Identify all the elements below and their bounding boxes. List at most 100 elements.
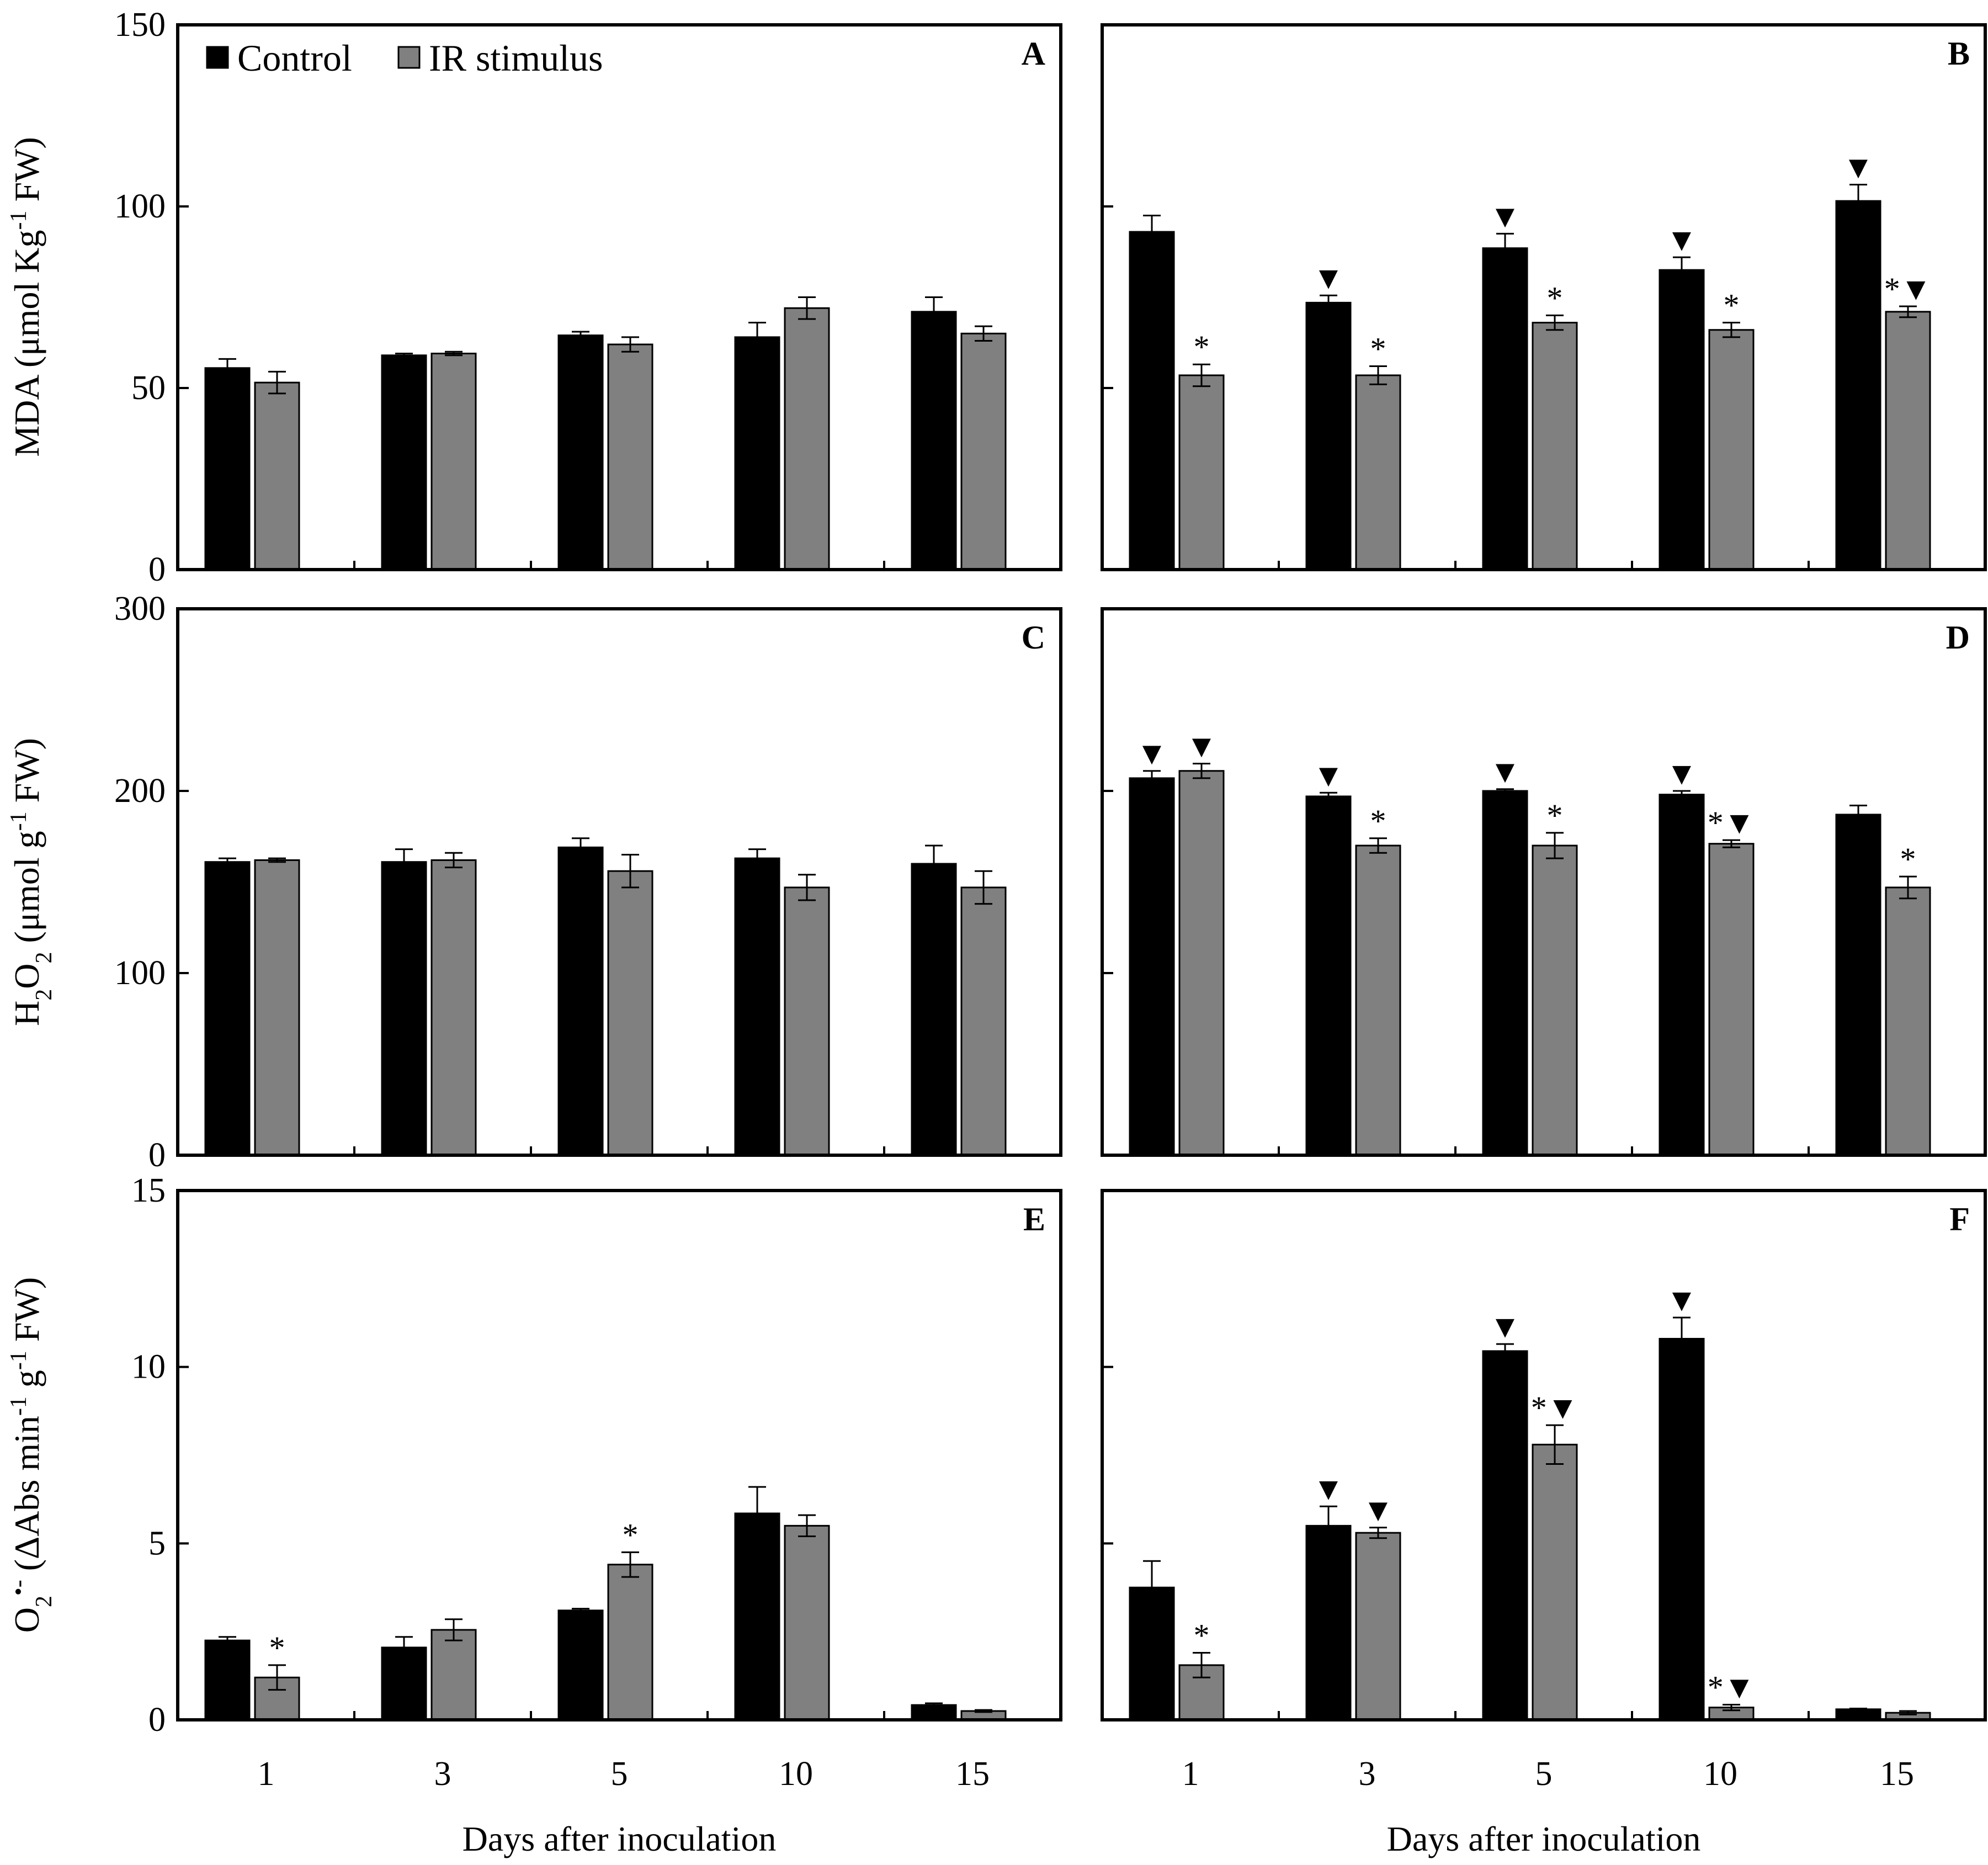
significance-mark-control-10: ▼ — [1666, 222, 1697, 258]
bar-ir-15 — [960, 332, 1007, 571]
ytick-label-0: 0 — [148, 1136, 166, 1174]
bar-ir-3 — [430, 1629, 477, 1721]
bar-ir-5 — [1532, 322, 1578, 571]
bar-ir-3 — [1355, 374, 1401, 571]
significance-mark-control-3: ▼ — [1312, 260, 1344, 296]
bar-control-5 — [557, 1609, 604, 1721]
significance-mark-ir-3: * — [1370, 331, 1386, 367]
bar-ir-15 — [960, 886, 1007, 1156]
bar-ir-5 — [1532, 844, 1578, 1156]
panel-b: ▼ ▼ ▼ ▼ * * * * *▼ B — [1101, 23, 1987, 571]
significance-mark-control-3: ▼ — [1312, 1471, 1344, 1507]
y-axis-label-h2o2: H2O2 (μmol g-1 FW) — [6, 738, 57, 1026]
bar-control-3 — [381, 354, 427, 571]
bar-control-1 — [1129, 231, 1175, 571]
significance-mark-ir-5: *▼ — [1531, 1390, 1578, 1426]
ylabel-h2o2-o: O — [7, 964, 46, 989]
ytick-label-5: 5 — [148, 1524, 166, 1562]
bar-control-10 — [734, 1512, 780, 1721]
ytick-label-200: 200 — [114, 772, 166, 810]
bar-control-3 — [1305, 301, 1352, 571]
bar-control-10 — [734, 857, 780, 1156]
ylabel-h2o2-sup: -1 — [6, 811, 31, 831]
ytick-label-300: 300 — [114, 590, 166, 628]
bar-ir-5 — [607, 343, 653, 571]
bar-control-1 — [1129, 777, 1175, 1156]
xtick-label-15: 15 — [1880, 1755, 1914, 1793]
bar-ir-5 — [607, 870, 653, 1156]
ylabel-o2-sup: •- — [6, 1580, 31, 1596]
xtick-label-15: 15 — [955, 1755, 990, 1793]
ylabel-o2-mid2: g — [7, 1370, 46, 1396]
bar-ir-5 — [1532, 1443, 1578, 1721]
bar-ir-3 — [1355, 1532, 1401, 1721]
ytick-label-50: 50 — [131, 369, 166, 407]
bar-control-1 — [204, 367, 251, 571]
bar-control-5 — [557, 846, 604, 1156]
y-axis-label-superoxide: O2•- (ΔAbs min-1 g-1 FW) — [6, 1277, 57, 1633]
ylabel-mda-tail: FW) — [7, 137, 46, 210]
bar-ir-10 — [1708, 329, 1755, 571]
panel-frame — [176, 1189, 1062, 1721]
bar-ir-1 — [254, 859, 300, 1156]
bar-control-5 — [1482, 1350, 1528, 1721]
legend-label-ir: IR stimulus — [429, 37, 603, 79]
bar-control-3 — [1305, 795, 1352, 1156]
ytick-label-15: 15 — [131, 1172, 166, 1209]
bar-ir-10 — [1708, 843, 1755, 1156]
significance-mark-control-5: ▼ — [1489, 754, 1521, 790]
ylabel-o2-sup3: -1 — [6, 1351, 31, 1370]
ylabel-o2-mid: (ΔAbs min — [7, 1416, 46, 1580]
ylabel-h2o2-end: FW) — [7, 738, 46, 811]
significance-mark-ir-3: ▼ — [1362, 1492, 1394, 1528]
panel-letter-e: E — [1023, 1201, 1045, 1237]
bar-control-5 — [557, 334, 604, 571]
significance-mark-control-1: ▼ — [1136, 736, 1167, 772]
bar-control-3 — [381, 861, 427, 1156]
significance-mark-ir-5: * — [623, 1517, 639, 1553]
xtick-label-10: 10 — [1703, 1755, 1737, 1793]
ytick-label-150: 150 — [114, 6, 166, 44]
ylabel-h2o2-sub1: 2 — [31, 989, 57, 1001]
significance-mark-ir-10: *▼ — [1708, 805, 1755, 841]
bar-control-10 — [734, 336, 780, 571]
legend: Control IR stimulus — [206, 37, 603, 79]
significance-mark-ir-1: * — [269, 1630, 285, 1666]
bar-control-5 — [1482, 247, 1528, 571]
ytick-label-0: 0 — [148, 551, 166, 588]
significance-mark-ir-3: * — [1370, 803, 1386, 839]
ylabel-h2o2-tail: (μmol g — [7, 831, 46, 952]
significance-mark-control-15: ▼ — [1842, 150, 1874, 185]
panel-e: * * 0 5 10 15 E 1 3 5 10 15 Days after inoculation — [131, 1172, 1062, 1858]
bar-ir-10 — [784, 307, 830, 571]
xtick-label-3: 3 — [1359, 1755, 1376, 1793]
panel-frame — [176, 607, 1062, 1157]
xtick-label-10: 10 — [779, 1755, 813, 1793]
panel-a: 0 50 100 150 A — [114, 6, 1062, 588]
panel-letter-f: F — [1949, 1201, 1970, 1237]
bar-ir-15 — [1885, 886, 1931, 1156]
ytick-label-10: 10 — [131, 1348, 166, 1386]
ylabel-h2o2-h: H — [7, 1001, 46, 1026]
bar-control-15 — [911, 311, 957, 571]
bar-control-1 — [204, 861, 251, 1156]
panel-d: ▼ ▼ ▼ ▼ ▼ * * *▼ * D — [1101, 607, 1987, 1157]
significance-mark-control-5: ▼ — [1489, 1309, 1521, 1345]
panel-letter-d: D — [1946, 619, 1970, 656]
significance-mark-control-3: ▼ — [1312, 757, 1344, 793]
bar-ir-10 — [784, 1524, 830, 1721]
bar-control-10 — [1659, 1338, 1705, 1721]
significance-mark-control-5: ▼ — [1489, 198, 1521, 234]
x-axis-label: Days after inoculation — [1387, 1819, 1701, 1858]
bar-control-5 — [1482, 790, 1528, 1156]
panel-frame — [1101, 23, 1987, 571]
ylabel-h2o2-sub2: 2 — [31, 952, 57, 964]
y-axis-label-mda: MDA (μmol Kg-1 FW) — [6, 137, 46, 457]
panel-c: 0 100 200 300 C — [114, 590, 1062, 1174]
bar-control-3 — [1305, 1524, 1352, 1721]
legend-swatch-ir — [397, 46, 421, 69]
ylabel-o2-o: O — [7, 1607, 46, 1633]
significance-mark-control-10: ▼ — [1666, 1282, 1697, 1318]
legend-swatch-control — [206, 46, 229, 69]
